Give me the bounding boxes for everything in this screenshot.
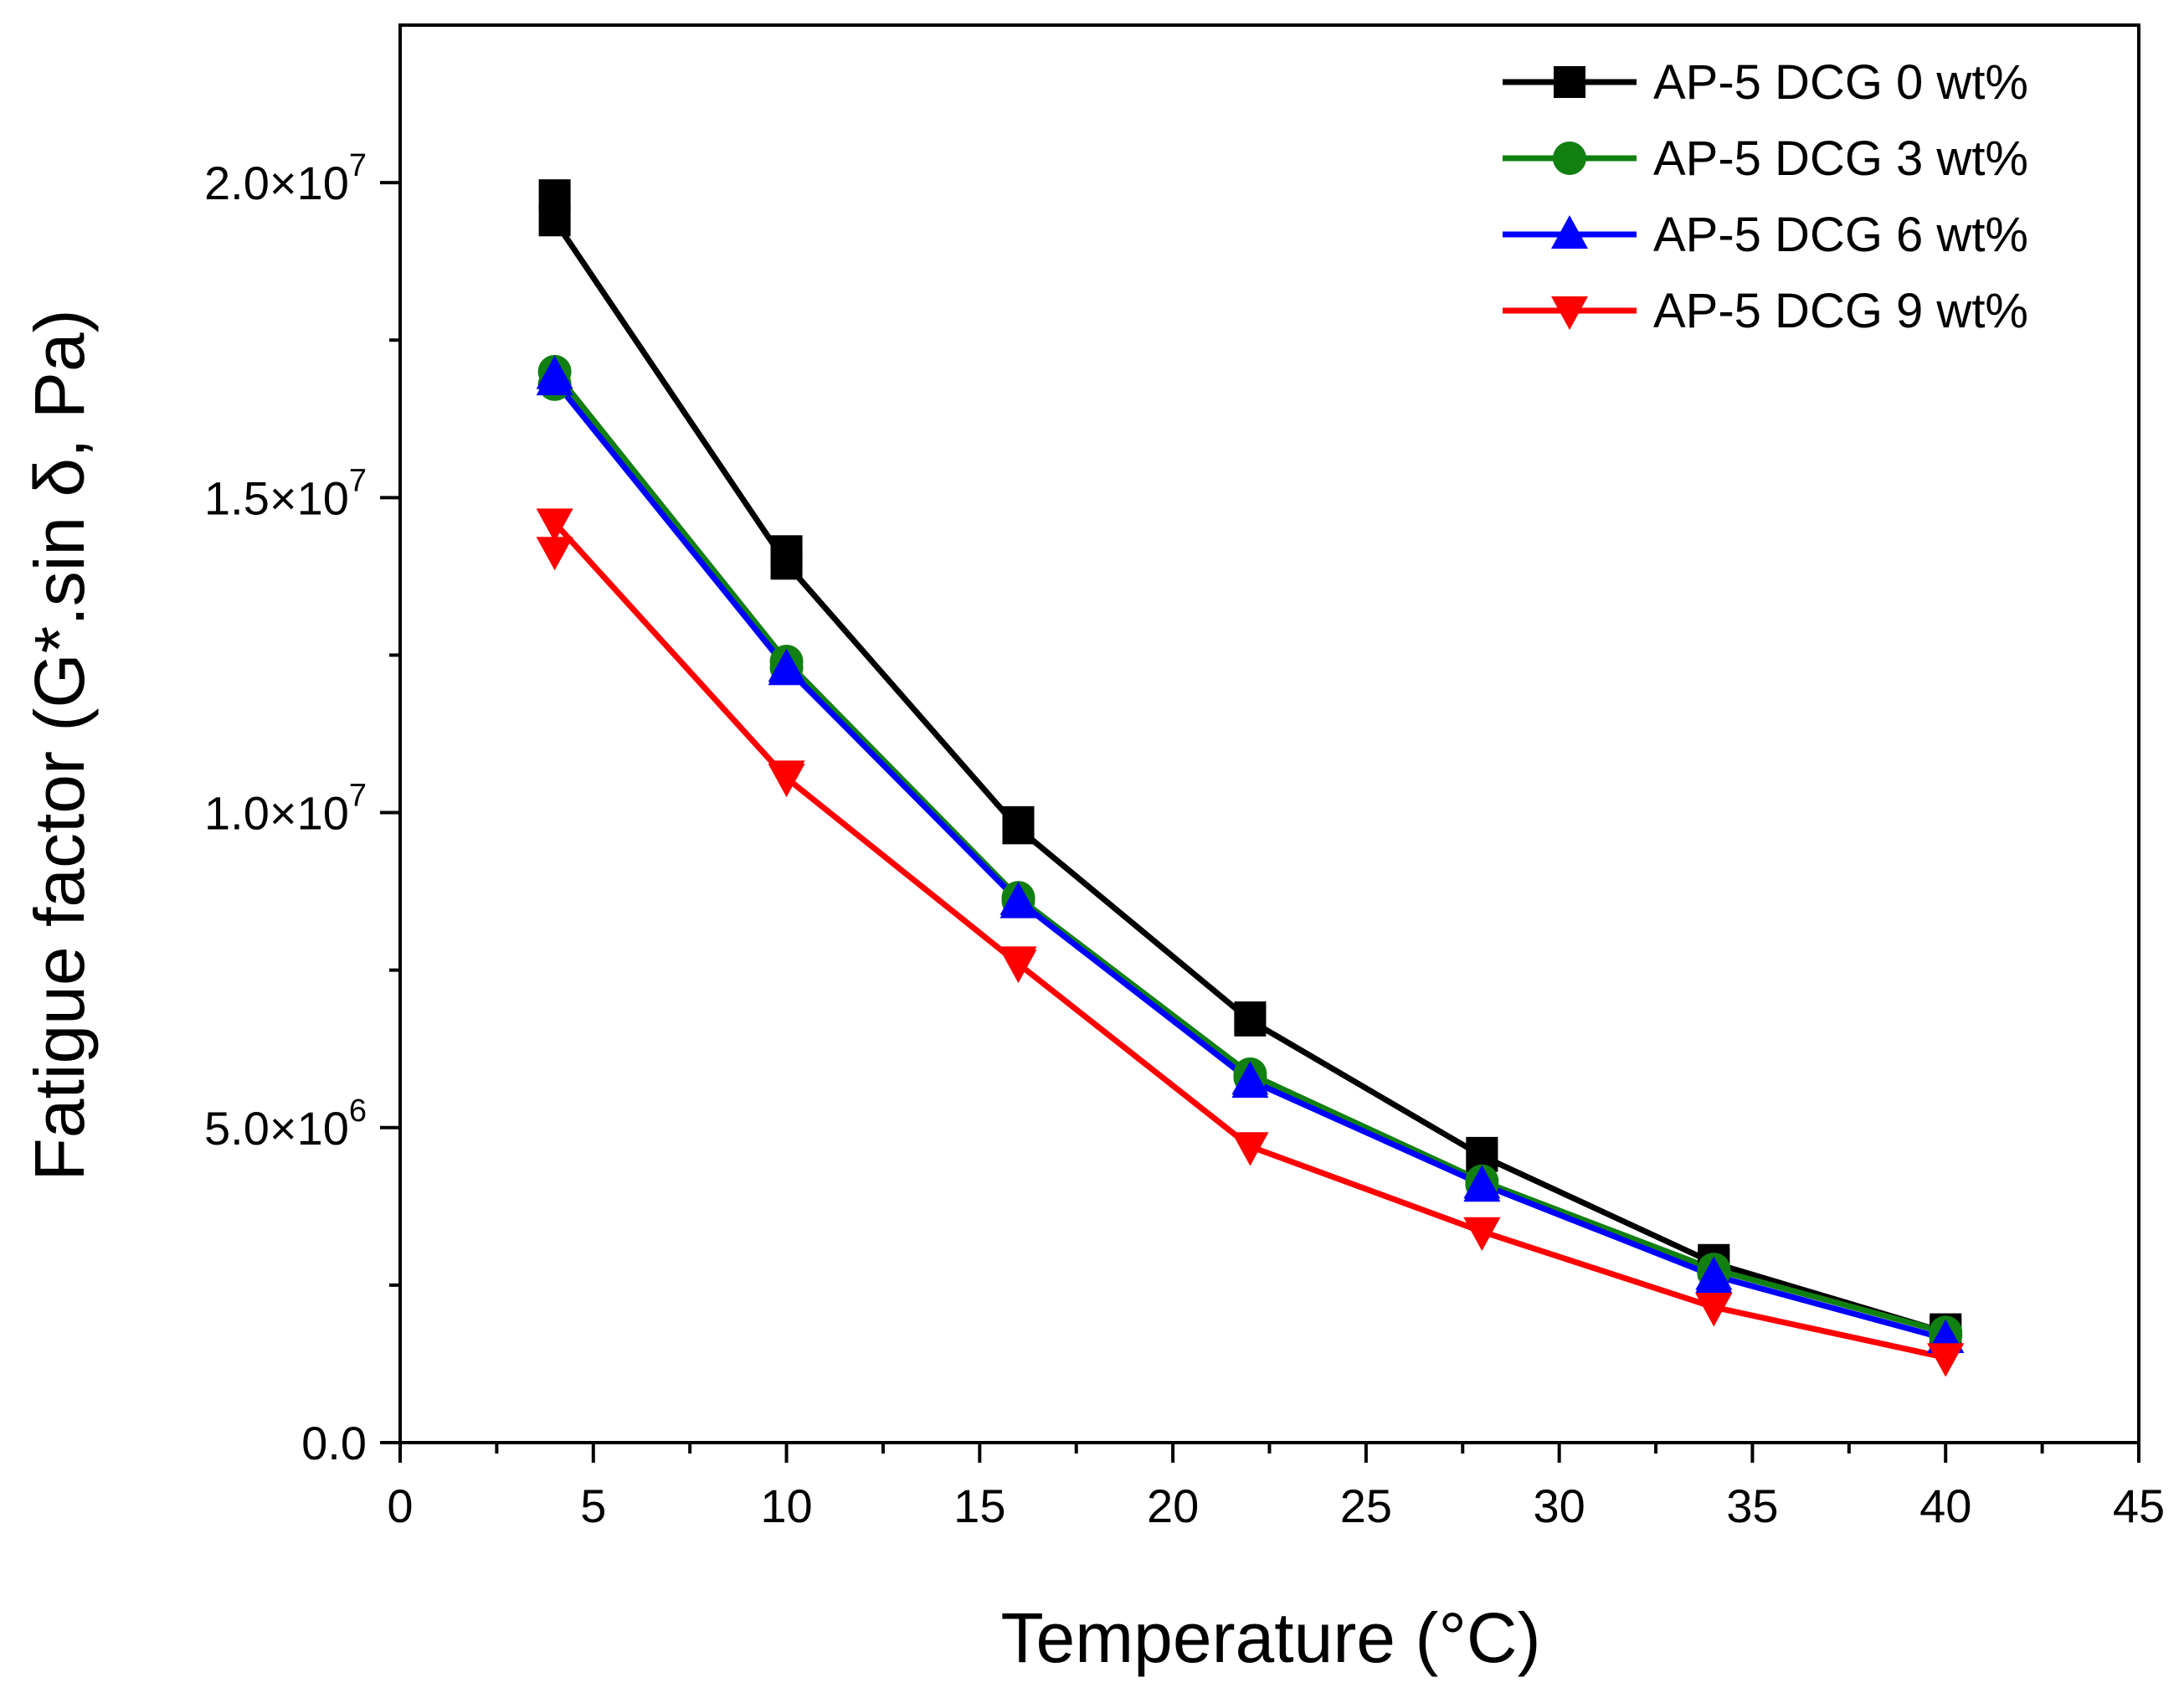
series-line-3: [552, 521, 1946, 1361]
x-tick-label: 25: [1340, 1479, 1392, 1532]
x-tick-label: 20: [1147, 1479, 1199, 1532]
data-point: [1000, 881, 1037, 915]
series-markers: [536, 179, 1965, 1377]
x-tick-label: 35: [1726, 1479, 1778, 1532]
data-point: [770, 548, 803, 580]
legend-label: AP-5 DCG 6 wt%: [1653, 208, 2028, 262]
data-point: [538, 204, 571, 237]
legend-label: AP-5 DCG 3 wt%: [1653, 131, 2028, 186]
data-point: [768, 648, 805, 682]
data-point-alt: [536, 537, 573, 571]
y-tick-label: 2.0×107: [204, 148, 367, 209]
data-point: [1234, 1004, 1267, 1037]
series-line-1: [552, 369, 1947, 1335]
data-point: [768, 764, 805, 798]
x-axis-title: Temperature (°C): [1000, 1598, 1540, 1677]
data-point: [536, 362, 573, 396]
x-tick-label: 45: [2113, 1479, 2165, 1532]
y-tick-label: 5.0×106: [204, 1093, 367, 1155]
legend-marker: [1553, 142, 1586, 175]
y-tick-label: 1.0×107: [204, 779, 367, 840]
y-axis-title: Fatigue factor (G*.sin δ, Pa): [20, 309, 99, 1181]
x-tick-label: 10: [760, 1479, 812, 1532]
data-point: [1000, 949, 1037, 984]
series-lines: [552, 219, 1947, 1361]
data-point: [1231, 1132, 1269, 1166]
data-point: [1463, 1217, 1501, 1251]
y-tick-label: 1.5×107: [204, 463, 367, 524]
data-point: [1463, 1165, 1501, 1199]
data-point: [1231, 1061, 1269, 1095]
x-tick-label: 40: [1919, 1479, 1971, 1532]
legend-label: AP-5 DCG 0 wt%: [1653, 55, 2028, 110]
legend-marker: [1551, 215, 1588, 249]
axes: 0 5 10 15 20 25 30 35 40 45 0.0 5.0×106 1.0×107 1.5×1…: [204, 23, 2165, 1532]
data-point: [1695, 1293, 1733, 1327]
legend-label: AP-5 DCG 9 wt%: [1653, 284, 2028, 338]
x-tick-label: 5: [580, 1479, 606, 1532]
legend-marker: [1551, 296, 1588, 330]
y-tick-label: 0.0: [301, 1417, 367, 1469]
legend-marker: [1554, 66, 1585, 98]
x-tick-label: 15: [953, 1479, 1005, 1532]
data-point: [536, 508, 573, 543]
x-tick-label: 30: [1534, 1479, 1585, 1532]
data-point: [1927, 1343, 1965, 1377]
data-point: [1695, 1256, 1733, 1290]
legend: AP-5 DCG 0 wt% AP-5 DCG 3 wt% AP-5 DCG 6 w…: [1503, 55, 2028, 338]
x-tick-label: 0: [387, 1479, 413, 1532]
data-point: [1002, 812, 1035, 845]
